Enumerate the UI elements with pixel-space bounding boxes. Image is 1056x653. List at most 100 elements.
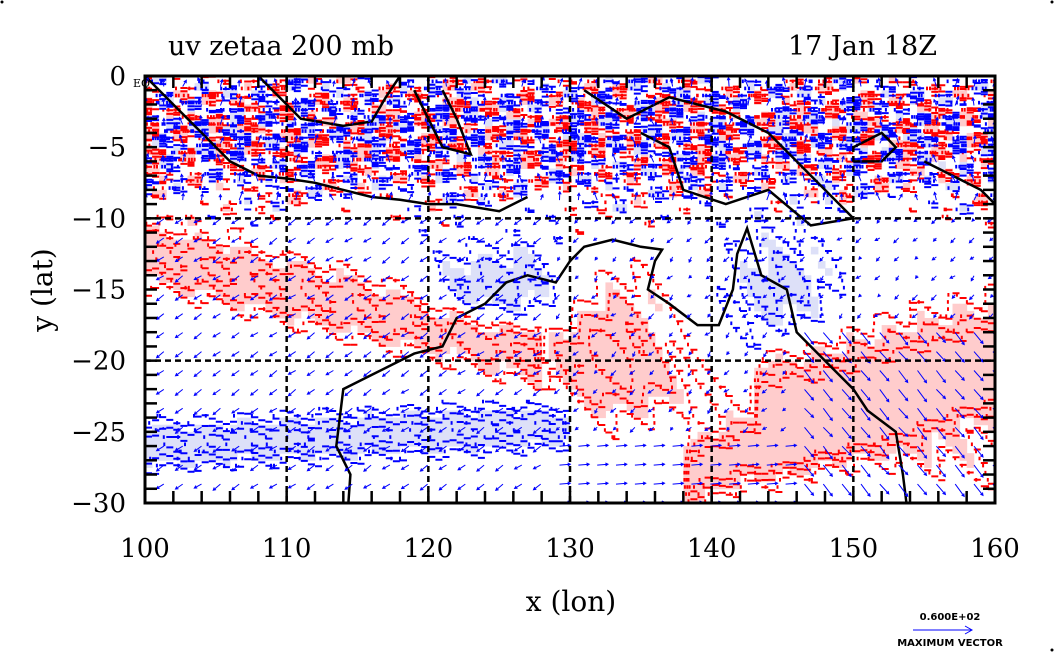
vorticity-cell: [180, 239, 188, 248]
wind-vector: [691, 443, 704, 448]
vorticity-cell: [633, 396, 642, 404]
vorticity-cell: [796, 289, 805, 298]
wind-vector: [954, 445, 965, 459]
vorticity-cell: [725, 410, 734, 419]
vorticity-cell: [272, 268, 281, 276]
vorticity-cell: [477, 424, 486, 433]
vorticity-cell: [647, 76, 656, 84]
vorticity-cell: [789, 446, 798, 454]
wind-vector: [629, 389, 636, 396]
wind-vector: [237, 79, 242, 87]
vorticity-cell: [952, 374, 961, 383]
vorticity-cell: [251, 453, 259, 461]
wind-vector: [219, 95, 225, 106]
wind-vector: [611, 237, 617, 244]
vorticity-cell: [973, 196, 982, 205]
vorticity-cell: [817, 446, 826, 454]
vorticity-cell: [605, 353, 613, 362]
wind-vector: [287, 256, 296, 262]
vorticity-cell: [392, 296, 401, 305]
vorticity-cell: [244, 282, 252, 290]
wind-vector: [741, 294, 749, 299]
wind-vector: [400, 275, 410, 282]
wind-vector: [193, 332, 202, 340]
vorticity-cell: [711, 446, 720, 454]
vorticity-cell: [392, 310, 401, 319]
vorticity-cell: [796, 275, 805, 283]
vorticity-cell: [520, 367, 528, 376]
vorticity-cell: [570, 382, 578, 390]
vorticity-cell: [775, 403, 783, 411]
vorticity-cell: [633, 353, 642, 362]
vorticity-cell: [839, 132, 847, 141]
vorticity-cell: [768, 289, 776, 298]
wind-vector: [822, 153, 827, 163]
wind-vector: [212, 483, 221, 491]
wind-vector: [629, 426, 636, 433]
wind-vector: [611, 389, 617, 394]
vorticity-cell: [789, 83, 798, 91]
vorticity-cell: [364, 317, 373, 326]
wind-vector: [249, 445, 259, 452]
vorticity-cell: [230, 97, 238, 105]
vorticity-cell: [846, 396, 854, 404]
vorticity-cell: [513, 431, 521, 440]
vorticity-cell: [499, 268, 507, 276]
vorticity-cell: [910, 353, 918, 362]
vorticity-cell: [959, 310, 968, 319]
vorticity-cell: [357, 303, 366, 312]
wind-vector: [779, 294, 786, 299]
vorticity-cell: [881, 403, 890, 411]
vorticity-cell: [938, 410, 946, 419]
vorticity-cell: [591, 410, 599, 419]
wind-vector: [594, 172, 599, 182]
vorticity-cell: [598, 396, 606, 404]
wind-vector: [513, 464, 523, 470]
vorticity-cell: [577, 346, 585, 355]
vorticity-cell: [584, 140, 592, 148]
wind-vector: [268, 370, 278, 378]
vorticity-cell: [612, 346, 621, 355]
wind-vector: [666, 237, 673, 244]
wind-vector: [438, 388, 447, 396]
vorticity-cell: [789, 410, 798, 419]
wind-vector: [821, 115, 826, 125]
vorticity-cell: [145, 232, 153, 241]
vorticity-cell: [796, 431, 805, 440]
vorticity-cell: [187, 239, 196, 248]
vorticity-cell: [810, 410, 819, 419]
wind-vector: [306, 351, 315, 359]
vorticity-cell: [237, 175, 245, 184]
vorticity-cell: [782, 268, 791, 276]
vorticity-cell: [612, 204, 621, 212]
wind-vector: [725, 332, 730, 339]
vorticity-cell: [293, 303, 302, 312]
wind-vector: [385, 153, 391, 163]
vorticity-cell: [315, 289, 323, 298]
vorticity-cell: [513, 261, 521, 269]
wind-vector: [275, 190, 280, 201]
wind-vector: [710, 462, 723, 467]
vorticity-cell: [520, 424, 528, 433]
vorticity-cell: [747, 83, 755, 91]
vorticity-cell: [449, 339, 458, 347]
wind-vector: [724, 237, 730, 241]
vorticity-cell: [874, 438, 883, 447]
vorticity-cell: [768, 431, 776, 440]
vorticity-cell: [237, 268, 245, 276]
wind-vector: [914, 193, 918, 201]
vorticity-cell: [237, 417, 245, 426]
wind-vector: [419, 445, 428, 453]
vorticity-cell: [435, 431, 443, 440]
vorticity-cell: [258, 289, 266, 298]
vorticity-cell: [711, 460, 720, 468]
wind-vector: [611, 351, 617, 358]
vorticity-cell: [704, 438, 713, 447]
vorticity-cell: [853, 438, 861, 447]
wind-vector: [193, 313, 202, 321]
wind-vector: [951, 114, 956, 125]
vorticity-cell: [832, 389, 840, 397]
vorticity-cell: [541, 410, 550, 419]
vorticity-cell: [881, 410, 890, 419]
wind-vector: [649, 370, 655, 376]
